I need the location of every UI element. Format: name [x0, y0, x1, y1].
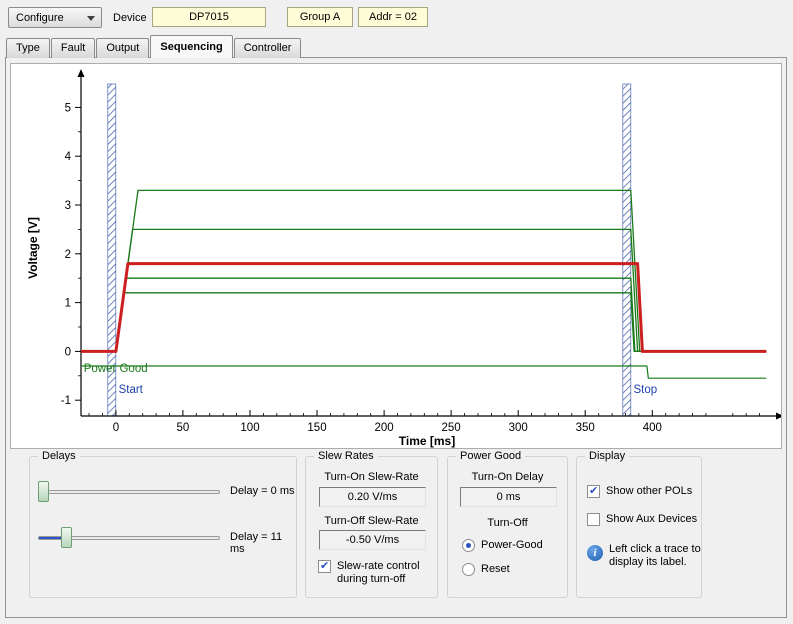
show-other-pols-checkbox[interactable]: Show other POLs [587, 484, 693, 498]
trace-rail-1.2V[interactable] [81, 292, 767, 353]
slider-track[interactable] [38, 490, 220, 494]
radio-icon [462, 563, 475, 576]
turn-on-slew-rate-field[interactable]: 0.20 V/ms [319, 487, 426, 507]
y-tick-label: 2 [65, 249, 71, 261]
slider-thumb[interactable] [61, 527, 72, 548]
y-tick-label: -1 [61, 395, 71, 407]
radio-power-good[interactable]: Power-Good [462, 539, 543, 552]
y-tick-label: 0 [65, 346, 71, 358]
configure-mode-dropdown[interactable]: Configure [8, 7, 102, 28]
device-label: Device [113, 12, 147, 24]
turn-off-slew-rate-label: Turn-Off Slew-Rate [324, 515, 419, 527]
radio-reset[interactable]: Reset [462, 563, 510, 576]
group-field: Group A [287, 7, 353, 27]
radio-label: Power-Good [481, 539, 543, 551]
group-title: Slew Rates [314, 450, 378, 462]
info-icon [587, 545, 603, 561]
delay-value-label: Delay = 0 ms [230, 485, 295, 497]
x-tick-label: 100 [240, 422, 259, 434]
x-tick-label: 250 [442, 422, 461, 434]
delay-slider-2[interactable] [38, 527, 220, 549]
x-axis-title: Time [ms] [399, 434, 455, 448]
configure-mode-label: Configure [16, 11, 64, 24]
checkbox-icon [587, 484, 600, 498]
tab-page-sequencing: -1 0 1 2 3 4 5 0 50 100 150 200 250 300 350 400 Time [ms… [5, 57, 787, 618]
slew-rate-control-checkbox[interactable]: Slew-rate control during turn-off [318, 559, 433, 585]
x-tick-label: 350 [576, 422, 595, 434]
y-tick-label: 3 [65, 200, 71, 212]
chart-label-start: Start [119, 384, 144, 396]
slider-thumb[interactable] [38, 481, 49, 502]
tab-controller[interactable]: Controller [233, 38, 302, 58]
power-good-group: Power Good Turn-On Delay 0 ms Turn-Off P… [447, 450, 568, 598]
group-title: Power Good [456, 450, 526, 462]
delay-value-label: Delay = 11 ms [230, 531, 283, 555]
y-axis-title: Voltage [V] [26, 217, 40, 279]
slew-rates-group: Slew Rates Turn-On Slew-Rate 0.20 V/ms T… [305, 450, 438, 598]
chart-panel: -1 0 1 2 3 4 5 0 50 100 150 200 250 300 350 400 Time [ms… [10, 63, 782, 449]
x-tick-label: 400 [643, 422, 662, 434]
group-title: Display [585, 450, 630, 462]
y-axis-arrow-icon [77, 69, 85, 77]
radio-icon [462, 539, 475, 552]
chevron-down-icon [87, 16, 95, 21]
x-tick-label: 0 [113, 422, 119, 434]
delay-slider-1[interactable] [38, 481, 220, 503]
checkbox-icon [587, 513, 600, 526]
turn-off-label: Turn-Off [487, 517, 528, 529]
slider-track[interactable] [38, 536, 220, 540]
checkbox-icon [318, 559, 331, 573]
address-field: Addr = 02 [358, 7, 428, 27]
x-axis-arrow-icon [776, 412, 781, 420]
x-tick-label: 50 [177, 422, 190, 434]
show-aux-devices-checkbox[interactable]: Show Aux Devices [587, 513, 697, 526]
y-tick-label: 4 [65, 151, 72, 163]
x-tick-label: 150 [307, 422, 326, 434]
info-text: Left click a trace to display its label. [609, 543, 701, 569]
tab-output[interactable]: Output [96, 38, 150, 58]
x-tick-label: 200 [375, 422, 394, 434]
device-name-field: DP7015 [152, 7, 266, 27]
turn-on-delay-label: Turn-On Delay [471, 471, 544, 483]
group-title: Delays [38, 450, 80, 462]
tab-sequencing[interactable]: Sequencing [150, 35, 233, 58]
checkbox-label: Show Aux Devices [606, 513, 698, 525]
slider-fill [39, 537, 67, 539]
checkbox-label: Slew-rate control during turn-off [337, 560, 420, 585]
trace-selected-rail-1.8V[interactable] [81, 262, 767, 353]
display-group: Display Show other POLs Show Aux Devices… [576, 450, 702, 598]
tab-fault[interactable]: Fault [50, 38, 96, 58]
turn-on-slew-rate-label: Turn-On Slew-Rate [324, 471, 419, 483]
chart-label-power-good: Power Good [84, 363, 148, 375]
turn-off-slew-rate-field[interactable]: -0.50 V/ms [319, 530, 426, 550]
turn-on-delay-field[interactable]: 0 ms [460, 487, 557, 507]
delays-group: Delays Delay = 0 ms Delay = 11 ms [29, 450, 297, 598]
y-tick-label: 1 [65, 298, 71, 310]
tab-bar: Type Fault Output Sequencing Controller [6, 35, 302, 58]
y-tick-label: 5 [65, 102, 71, 114]
trace-rail-1.5V[interactable] [81, 277, 767, 353]
radio-label: Reset [481, 563, 510, 575]
chart-label-stop: Stop [634, 384, 658, 396]
x-tick-label: 300 [509, 422, 528, 434]
tab-type[interactable]: Type [6, 38, 50, 58]
trace-rail-2.5V[interactable] [81, 228, 767, 353]
trace-power-good[interactable] [81, 365, 767, 379]
checkbox-label: Show other POLs [606, 485, 693, 497]
trace-rail-3.3V[interactable] [81, 189, 767, 353]
